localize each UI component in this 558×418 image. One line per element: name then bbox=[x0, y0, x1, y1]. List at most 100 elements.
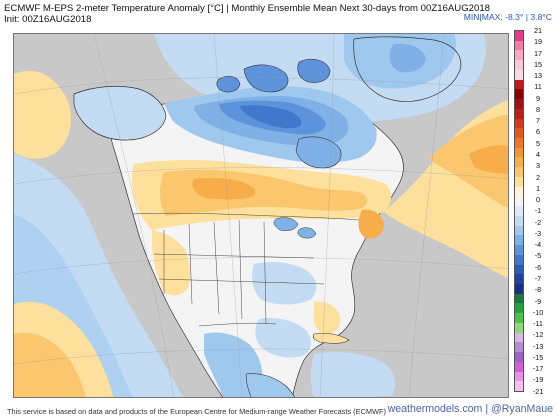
pacific-warm-core bbox=[14, 332, 86, 397]
color-scale-segment bbox=[515, 215, 523, 227]
ecmwf-credit: This service is based on data and produc… bbox=[7, 407, 387, 416]
color-scale-segment bbox=[515, 361, 523, 373]
color-scale-segment bbox=[515, 138, 523, 149]
min-max-readout: MIN|MAX: -8.3° | 3.8°C bbox=[463, 12, 552, 22]
new-england-warm bbox=[358, 209, 384, 239]
color-scale-label: 3 bbox=[535, 161, 541, 171]
color-scale-label: -1 bbox=[534, 206, 542, 216]
color-scale-label: -3 bbox=[534, 228, 542, 238]
color-scale-segment bbox=[515, 31, 523, 42]
color-scale-segment bbox=[515, 371, 523, 382]
graticule bbox=[14, 34, 508, 397]
color-scale-label: 5 bbox=[535, 138, 541, 148]
color-scale-label: -4 bbox=[534, 240, 542, 250]
color-scale-label: -2 bbox=[534, 217, 542, 227]
color-scale-segment bbox=[515, 108, 523, 120]
southeast-warm bbox=[313, 301, 341, 334]
color-scale-label: -12 bbox=[532, 330, 544, 340]
atlantic-warm-core bbox=[429, 114, 508, 209]
color-scale-segment bbox=[515, 186, 523, 197]
color-scale-segment bbox=[515, 352, 523, 363]
caribbean-cool bbox=[311, 352, 396, 397]
color-scale-segment bbox=[515, 303, 523, 314]
color-scale-segment bbox=[515, 157, 523, 168]
greenland-tip bbox=[389, 43, 426, 73]
init-time: Init: 00Z16AUG2018 bbox=[4, 14, 92, 25]
color-scale-label: 6 bbox=[535, 127, 541, 137]
color-scale-label: -19 bbox=[532, 375, 544, 385]
color-scale-label: 7 bbox=[535, 116, 541, 126]
color-scale-segment bbox=[515, 40, 523, 52]
arctic-islands bbox=[216, 58, 331, 93]
color-scale-segment bbox=[515, 322, 523, 334]
color-scale-segment bbox=[515, 50, 523, 61]
color-scale-label: 13 bbox=[533, 71, 543, 81]
east-us-cool bbox=[252, 262, 317, 305]
color-scale-label: -6 bbox=[534, 262, 542, 272]
color-scale-label: -7 bbox=[534, 274, 542, 283]
color-scale-label: -21 bbox=[532, 386, 544, 396]
color-scale-segment bbox=[515, 235, 523, 246]
color-scale-label: -11 bbox=[532, 319, 543, 329]
color-scale-label: -15 bbox=[532, 352, 544, 362]
color-scale-segment bbox=[515, 118, 523, 129]
color-scale-label: 1 bbox=[535, 183, 541, 193]
color-scale-segment bbox=[515, 69, 523, 81]
map-title: ECMWF M-EPS 2-meter Temperature Anomaly … bbox=[4, 3, 491, 14]
color-scale-segment bbox=[515, 225, 523, 236]
color-scale-segment bbox=[515, 128, 523, 139]
color-scale-label: 0 bbox=[535, 195, 541, 205]
color-scale-segment bbox=[515, 99, 523, 110]
color-scale-label: 17 bbox=[533, 48, 543, 58]
color-scale-label: 21 bbox=[533, 26, 543, 35]
alaska-land bbox=[73, 85, 167, 141]
political-borders bbox=[131, 212, 360, 327]
color-scale-label: -9 bbox=[534, 296, 542, 306]
color-scale-segment bbox=[515, 342, 523, 353]
color-scale-label: 2 bbox=[535, 172, 541, 182]
color-scale-segment bbox=[515, 167, 523, 178]
color-scale-label: -10 bbox=[532, 307, 544, 317]
color-scale-label: -5 bbox=[534, 251, 542, 261]
anomaly-map bbox=[13, 33, 509, 398]
caribbean-islands bbox=[312, 332, 350, 344]
pacific-warm-band-north bbox=[14, 70, 71, 159]
color-scale-segment bbox=[515, 79, 523, 90]
color-scale-segment bbox=[515, 264, 523, 275]
color-scale-label: 4 bbox=[535, 150, 541, 159]
color-scale-segment bbox=[515, 89, 523, 100]
warm-band-hot bbox=[192, 178, 256, 200]
gulf-cool bbox=[255, 318, 311, 358]
color-scale-segment bbox=[515, 381, 523, 391]
color-scale-segment bbox=[515, 245, 523, 256]
great-lakes bbox=[273, 217, 317, 239]
color-scale-segment bbox=[515, 274, 523, 285]
hudson-bay-region bbox=[295, 136, 342, 169]
color-scale-label: 9 bbox=[535, 93, 541, 103]
color-scale-segment bbox=[515, 147, 523, 159]
color-scale-label: -8 bbox=[534, 285, 542, 295]
color-scale-segment bbox=[515, 283, 523, 295]
color-scale-label: 11 bbox=[534, 82, 542, 92]
map-canvas bbox=[14, 34, 508, 397]
color-scale-label: -17 bbox=[532, 364, 544, 374]
color-scale-segment bbox=[515, 293, 523, 305]
color-scale-label: 19 bbox=[533, 37, 543, 47]
color-scale-segment bbox=[515, 196, 523, 207]
site-credit[interactable]: weathermodels.com | @RyanMaue bbox=[387, 403, 553, 415]
atlantic-warm-hot bbox=[469, 145, 508, 174]
color-scale-segment bbox=[515, 60, 523, 71]
greenland-land bbox=[353, 36, 462, 102]
color-scale-segment bbox=[515, 254, 523, 266]
color-scale-segment bbox=[515, 313, 523, 324]
color-scale-segment bbox=[515, 176, 523, 188]
color-scale-labels: 21 19 17 15 13 11 9 8 7 6 5 4 3 2 1 0 -1 -2 -3 -4 -5 -6 -7 -8 -9… bbox=[527, 25, 557, 397]
canada-cold-deep bbox=[239, 105, 302, 129]
color-scale-segment bbox=[515, 206, 523, 217]
color-scale-label: 8 bbox=[535, 104, 541, 114]
central-america-land bbox=[245, 373, 296, 397]
color-scale-segment bbox=[515, 332, 523, 343]
color-scale-label: 15 bbox=[533, 59, 543, 69]
color-scale-label: -13 bbox=[532, 341, 544, 351]
color-scale-bar bbox=[514, 30, 524, 392]
